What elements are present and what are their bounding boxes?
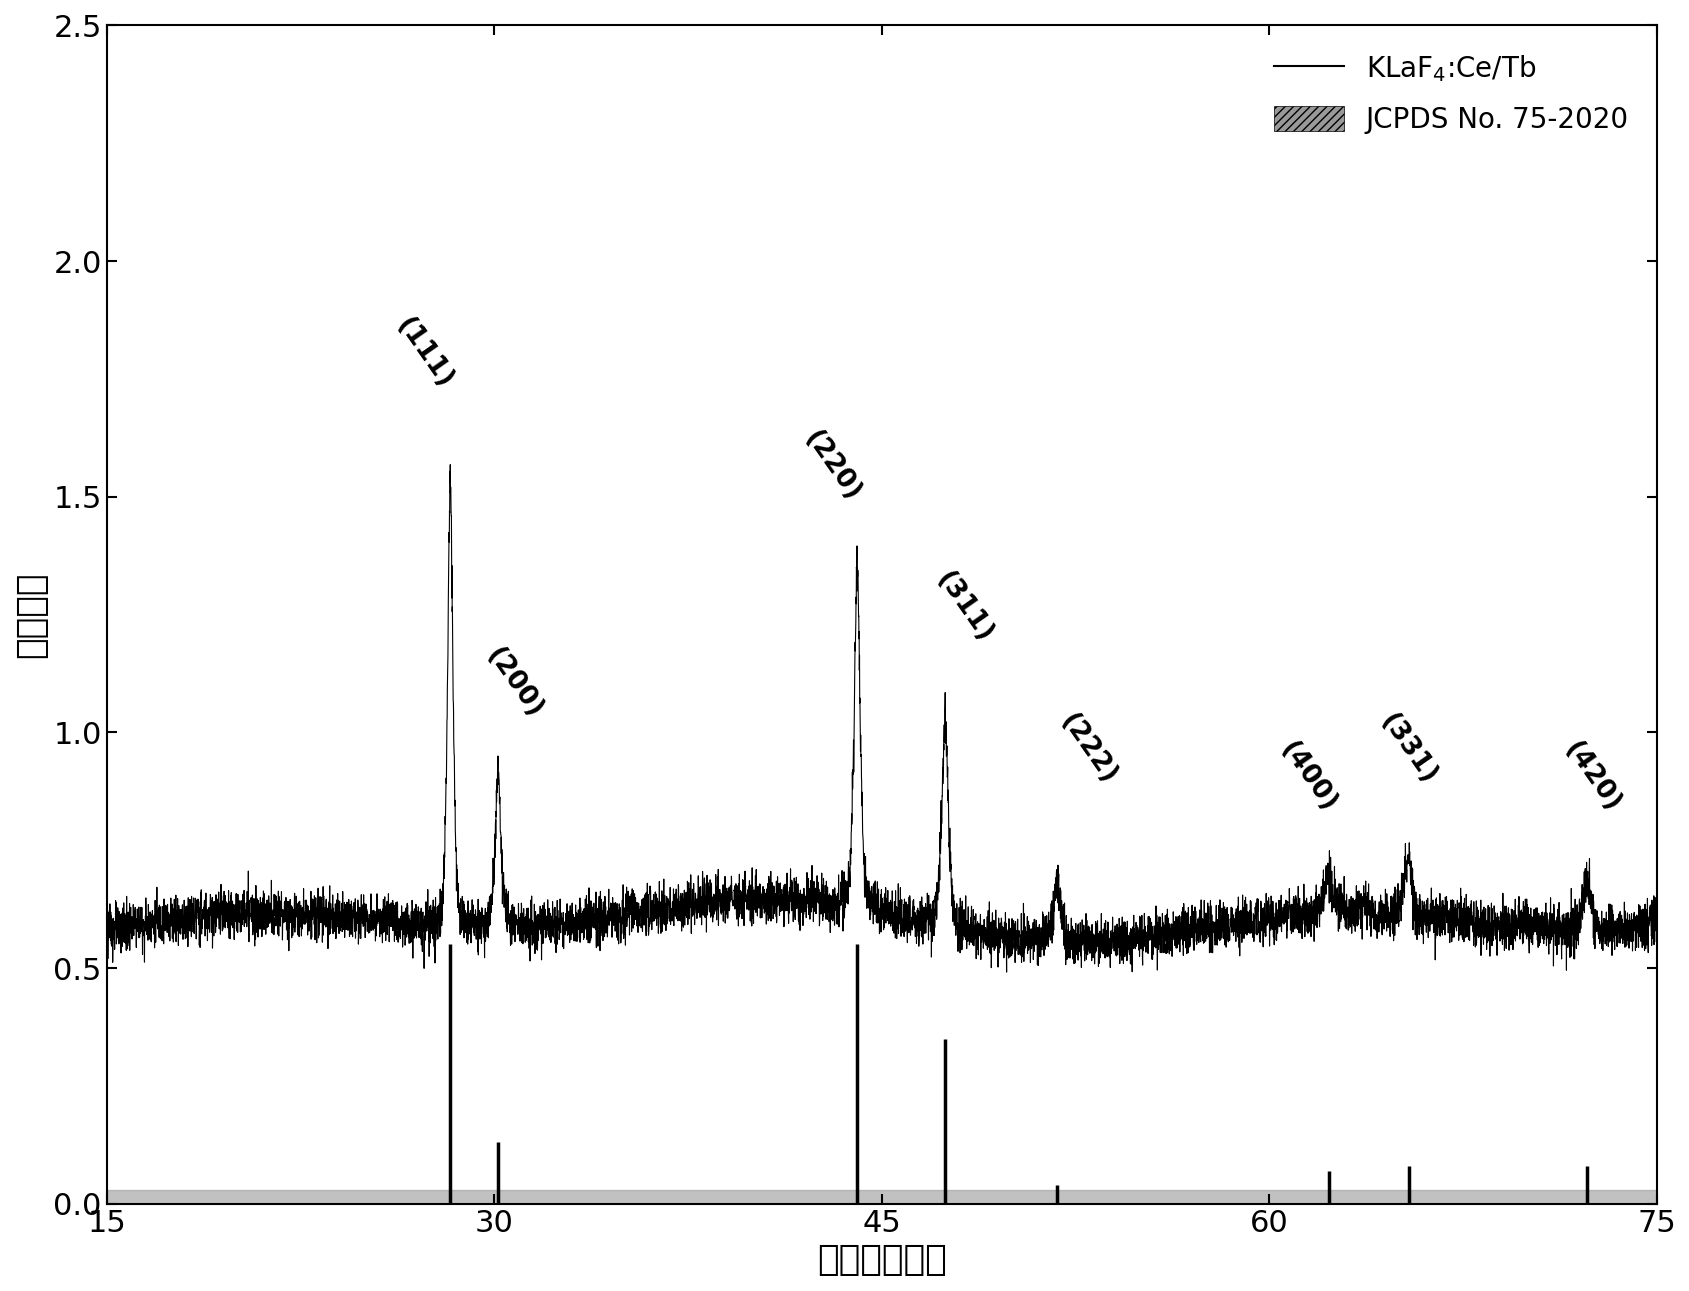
KLaF$_4$:Ce/Tb — [174, 917, 194, 932]
KLaF$_4$:Ce/Tb — [1645, 901, 1665, 917]
Line: KLaF$_4$:Ce/Tb: KLaF$_4$:Ce/Tb — [106, 465, 1655, 972]
KLaF$_4$:Ce/Tb — [1245, 895, 1265, 910]
X-axis label: 衍射角（度）: 衍射角（度） — [816, 1243, 946, 1277]
Text: (222): (222) — [1054, 709, 1121, 789]
KLaF$_4$:Ce/Tb — [439, 457, 459, 473]
KLaF$_4$:Ce/Tb — [1081, 939, 1101, 954]
Legend: KLaF$_4$:Ce/Tb, JCPDS No. 75-2020: KLaF$_4$:Ce/Tb, JCPDS No. 75-2020 — [1260, 39, 1642, 148]
KLaF$_4$:Ce/Tb — [1013, 933, 1034, 949]
Text: (400): (400) — [1274, 737, 1341, 817]
Text: (200): (200) — [481, 643, 547, 723]
Text: (220): (220) — [799, 426, 865, 506]
Text: (311): (311) — [931, 568, 997, 648]
KLaF$_4$:Ce/Tb — [997, 964, 1017, 980]
KLaF$_4$:Ce/Tb — [657, 893, 677, 909]
Text: (420): (420) — [1557, 737, 1625, 817]
KLaF$_4$:Ce/Tb — [1328, 892, 1348, 908]
Bar — [106, 1189, 1655, 1203]
Y-axis label: 相对强度: 相对强度 — [14, 572, 47, 658]
Text: (111): (111) — [390, 312, 458, 392]
KLaF$_4$:Ce/Tb — [96, 936, 117, 951]
Text: (331): (331) — [1375, 709, 1441, 789]
